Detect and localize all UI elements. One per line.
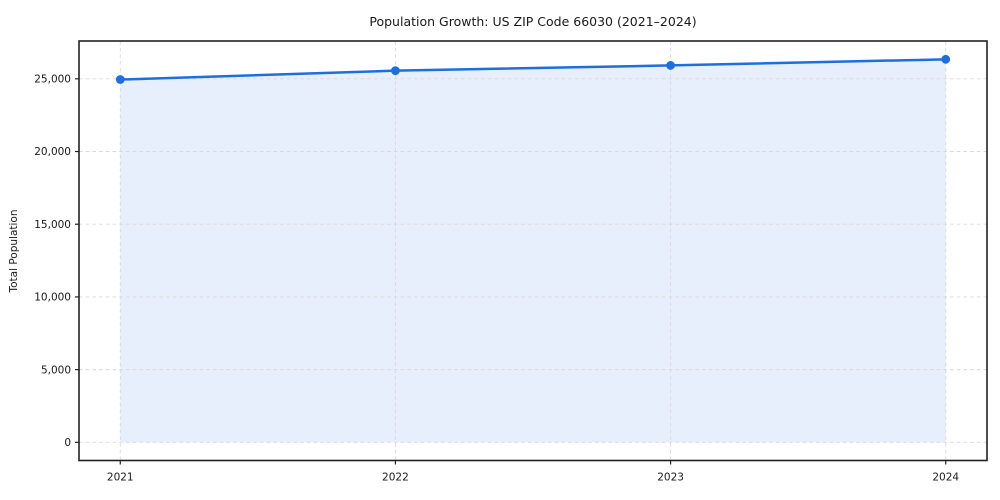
y-tick-label: 25,000 [34,74,71,86]
y-tick-label: 20,000 [34,146,71,158]
axes-layer: 0 5,000 10,000 15,000 20,000 25,000 2021 2022 20… [34,40,988,484]
y-tick-label: 15,000 [34,219,71,231]
gridline-layer [79,41,987,461]
data-line [119,58,947,81]
data-point-layer [115,54,951,84]
y-tick-label: 5,000 [41,364,71,376]
x-tick-label: 2024 [932,472,959,484]
x-tick-label: 2022 [382,472,409,484]
data-line-layer [119,58,947,81]
x-tick-label: 2021 [107,472,134,484]
y-tick-label: 0 [64,437,71,449]
area-fill-layer [120,59,946,443]
chart-title: Population Growth: US ZIP Code 66030 (20… [369,14,696,29]
x-tick-label: 2023 [657,472,684,484]
data-point [666,61,675,70]
y-axis-label: Total Population [8,209,20,293]
data-point [115,75,125,84]
data-point [941,54,951,64]
area-fill [120,59,946,443]
y-tick-label: 10,000 [34,292,71,304]
plot-border [78,40,988,462]
data-point [391,66,400,76]
